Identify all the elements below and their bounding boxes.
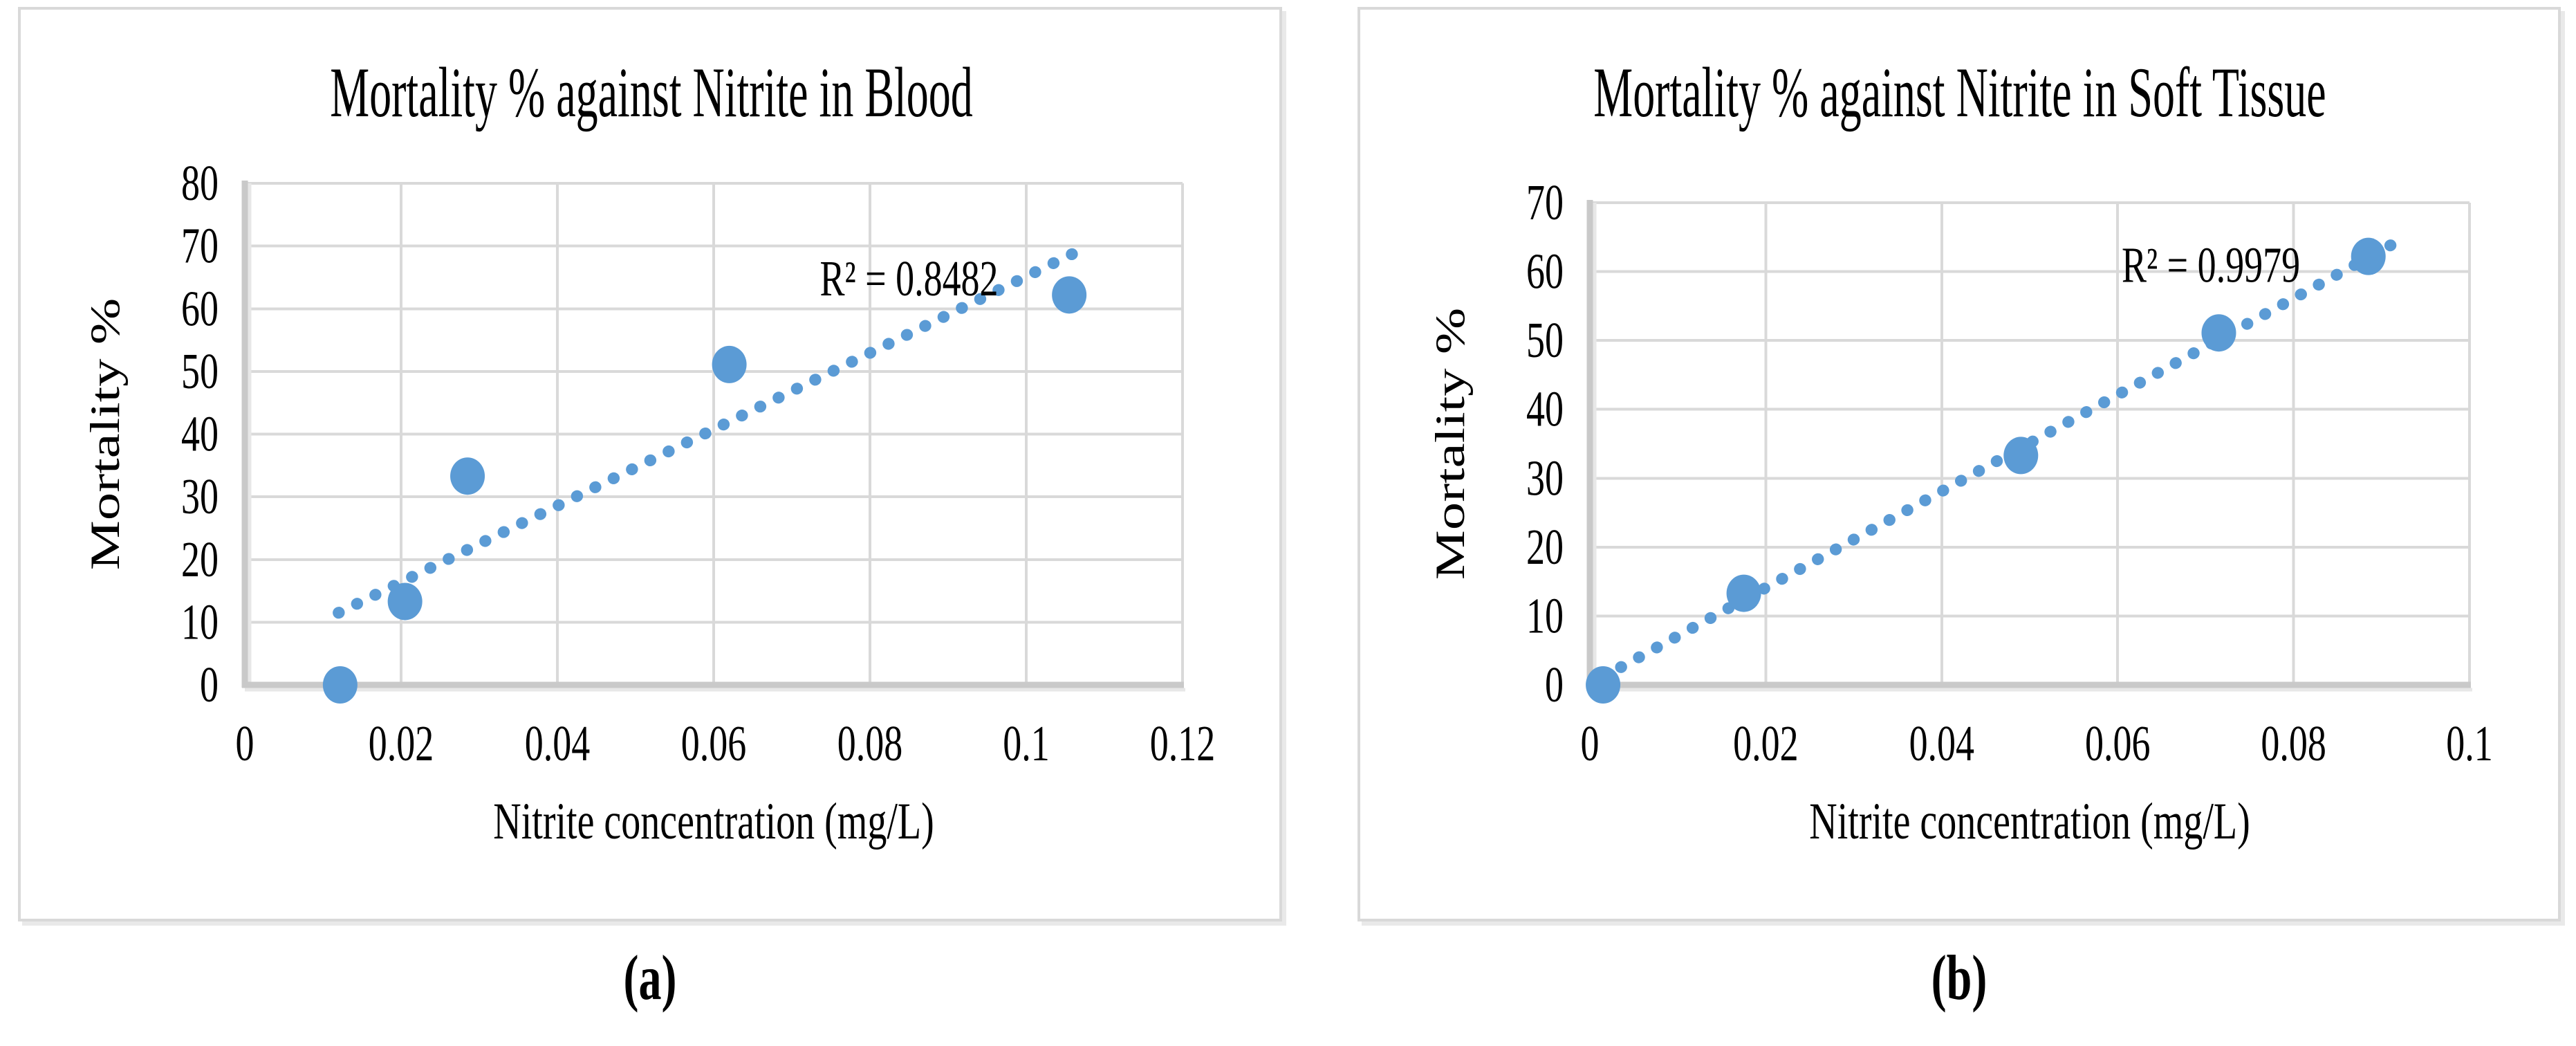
x-tick-label: 0.1 <box>1003 715 1049 771</box>
panel-b-caption-text: (b) <box>1931 943 1987 1014</box>
trendline-dotted <box>1597 237 2401 683</box>
y-tick-label: 10 <box>1526 588 1564 644</box>
x-tick-label: 0 <box>1581 715 1600 771</box>
data-point <box>322 666 358 704</box>
r-squared-label: R² = 0.8482 <box>819 250 998 306</box>
x-tick-label: 0.02 <box>369 715 434 771</box>
data-point <box>387 582 423 621</box>
x-axis-title: Nitrite concentration (mg/L) <box>493 793 934 850</box>
y-tick-label: 40 <box>181 406 219 462</box>
data-point <box>450 457 485 495</box>
x-tick-label: 0 <box>236 715 254 771</box>
y-tick-label: 20 <box>181 531 219 587</box>
panel-a-caption: (a) <box>18 943 1282 1046</box>
chart-title: Mortality % against Nitrite in Soft Tiss… <box>1593 54 2326 132</box>
trendline-dotted <box>333 246 1083 619</box>
x-tick-label: 0.06 <box>2085 715 2150 771</box>
data-point <box>2351 237 2386 275</box>
y-axis-title: Mortality % <box>82 298 129 571</box>
x-tick-label: 0.08 <box>2261 715 2326 771</box>
x-axis-title: Nitrite concentration (mg/L) <box>1809 793 2250 850</box>
y-axis-title: Mortality % <box>1427 308 1474 580</box>
y-tick-label: 60 <box>1526 244 1564 300</box>
r-squared-label: R² = 0.9979 <box>2122 237 2300 293</box>
data-point <box>1052 276 1087 314</box>
data-point <box>2201 314 2236 352</box>
x-tick-label: 0.02 <box>1733 715 1798 771</box>
panel-a-caption-text: (a) <box>623 943 677 1014</box>
data-point <box>1726 574 1761 612</box>
y-tick-label: 30 <box>181 468 219 524</box>
y-tick-label: 50 <box>181 343 219 399</box>
y-tick-label: 80 <box>181 155 219 211</box>
x-tick-label: 0.1 <box>2446 715 2492 771</box>
data-point <box>1586 666 1621 704</box>
chart-panel-b <box>1358 7 2561 921</box>
y-tick-label: 0 <box>200 657 219 713</box>
y-tick-label: 40 <box>1526 381 1564 437</box>
x-tick-label: 0.04 <box>1909 715 1974 771</box>
y-tick-label: 60 <box>181 280 219 336</box>
data-point <box>2003 437 2039 475</box>
chart-title: Mortality % against Nitrite in Blood <box>330 54 973 132</box>
y-tick-label: 50 <box>1526 312 1564 368</box>
y-tick-label: 70 <box>181 218 219 274</box>
y-tick-label: 30 <box>1526 450 1564 506</box>
x-tick-label: 0.08 <box>837 715 902 771</box>
y-tick-label: 10 <box>181 594 219 650</box>
panel-b-caption: (b) <box>1358 943 2561 1046</box>
y-tick-label: 20 <box>1526 519 1564 575</box>
x-tick-label: 0.04 <box>525 715 590 771</box>
data-point <box>712 345 747 383</box>
x-tick-label: 0.06 <box>681 715 746 771</box>
x-tick-label: 0.12 <box>1150 715 1215 771</box>
y-tick-label: 70 <box>1526 174 1564 230</box>
y-tick-label: 0 <box>1545 657 1564 713</box>
